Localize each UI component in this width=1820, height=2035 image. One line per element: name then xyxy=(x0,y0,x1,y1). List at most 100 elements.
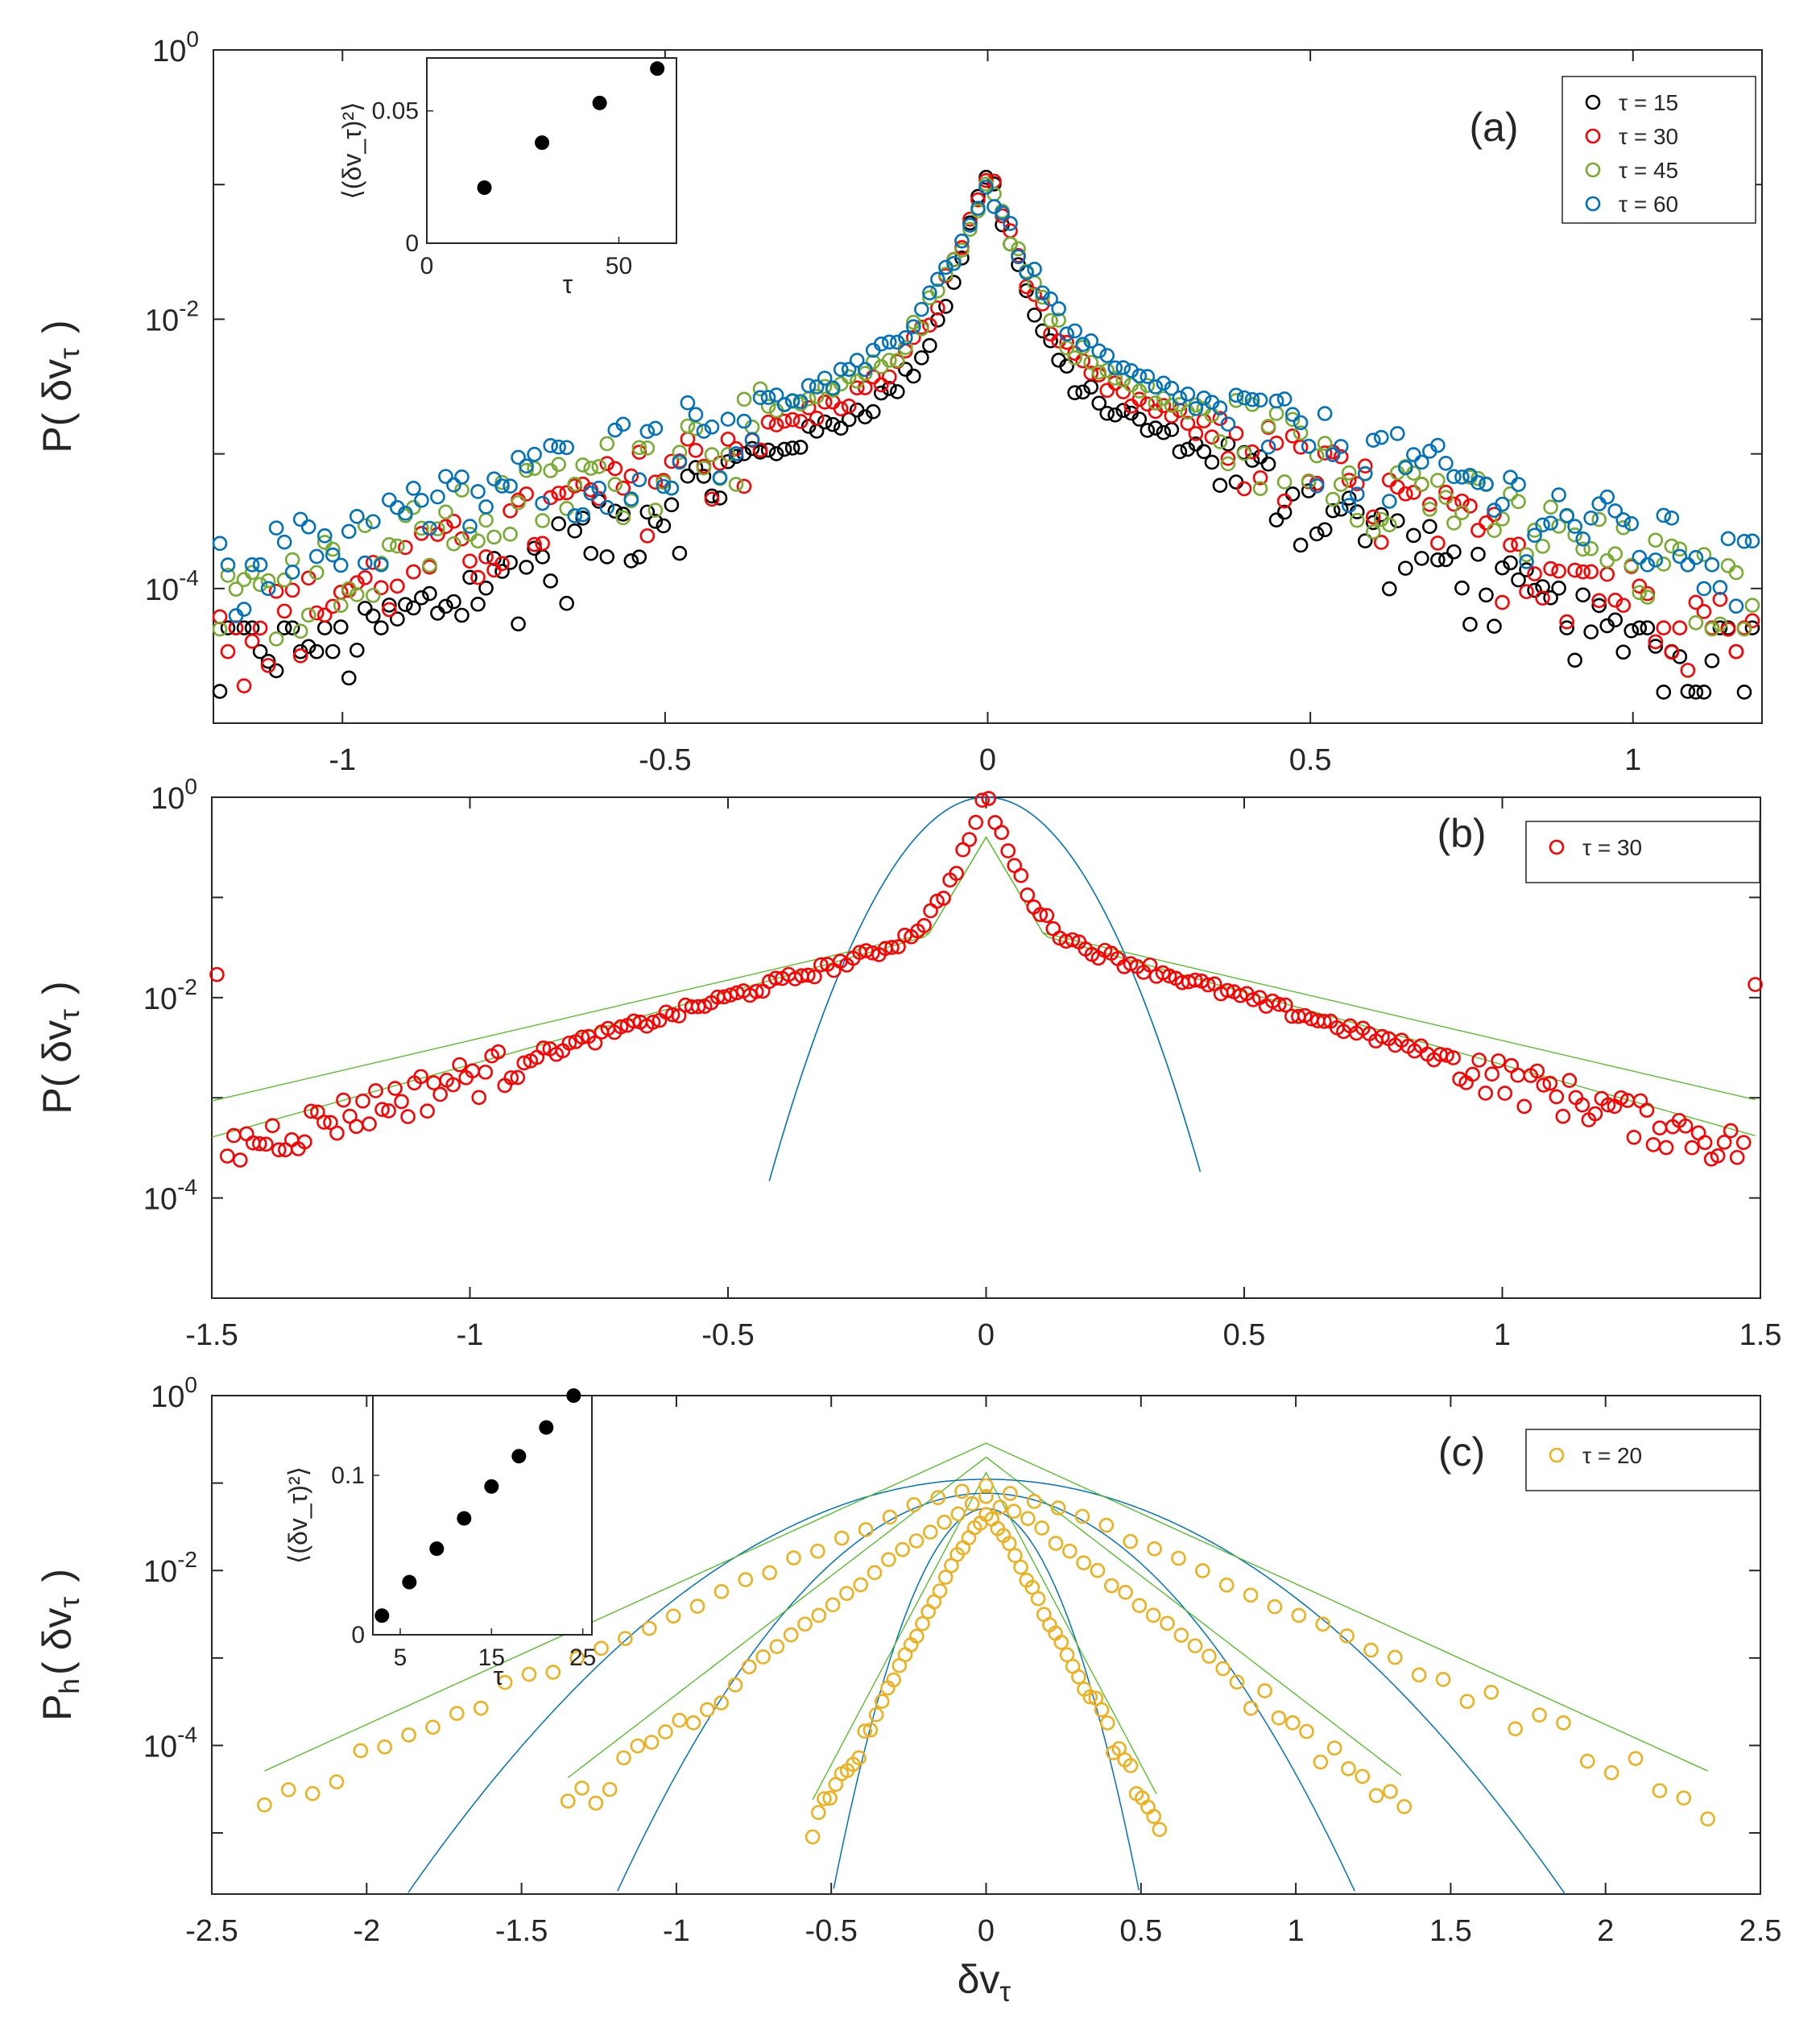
data-point xyxy=(922,317,937,333)
data-point xyxy=(1696,604,1712,619)
legend-entry: τ = 30 xyxy=(1582,835,1642,860)
data-point xyxy=(727,1677,743,1693)
data-point xyxy=(551,439,566,455)
data-point xyxy=(762,1565,777,1581)
inset-data-point xyxy=(457,1511,472,1526)
data-point xyxy=(446,477,461,493)
data-point xyxy=(1000,843,1016,858)
panel-label: (a) xyxy=(1469,105,1518,150)
data-point xyxy=(374,580,389,596)
data-point xyxy=(1672,649,1688,664)
data-point xyxy=(776,396,792,412)
data-point xyxy=(268,583,284,599)
data-point xyxy=(1519,554,1534,569)
data-point xyxy=(645,1015,661,1030)
data-point xyxy=(366,555,381,570)
data-point xyxy=(1212,434,1228,449)
data-point xyxy=(292,643,308,660)
inset-x-label: τ xyxy=(563,270,573,299)
data-point xyxy=(1575,531,1590,547)
data-point xyxy=(1446,469,1462,485)
data-point xyxy=(1511,536,1526,552)
data-point xyxy=(368,1083,383,1098)
data-point xyxy=(1497,1086,1513,1101)
data-point xyxy=(1422,497,1437,512)
data-point xyxy=(1720,531,1736,547)
data-point xyxy=(259,1136,274,1152)
data-point xyxy=(1026,1494,1042,1509)
data-point xyxy=(1389,479,1405,495)
data-point xyxy=(631,440,647,456)
data-point xyxy=(1511,477,1526,492)
data-point xyxy=(1479,515,1494,531)
data-point xyxy=(895,1541,910,1557)
data-point xyxy=(664,480,680,496)
data-point xyxy=(964,1496,980,1512)
data-point xyxy=(809,379,825,395)
data-point xyxy=(615,416,631,432)
data-point xyxy=(1728,565,1744,581)
data-point xyxy=(607,477,623,492)
inset-y-label: ⟨(δv_τ)²⟩ xyxy=(283,1466,312,1564)
data-point xyxy=(271,1142,287,1158)
data-point xyxy=(1172,444,1188,460)
data-point xyxy=(914,350,929,366)
data-point xyxy=(817,370,833,386)
data-point xyxy=(1519,547,1534,563)
data-point xyxy=(970,201,986,216)
data-point xyxy=(1341,473,1357,488)
data-point xyxy=(865,354,881,370)
data-point xyxy=(1744,533,1760,549)
data-point xyxy=(1147,1541,1162,1557)
gaussian-fit-curve xyxy=(768,796,1202,1181)
data-point xyxy=(1024,1579,1040,1595)
data-point xyxy=(292,623,308,639)
data-point xyxy=(494,564,510,579)
data-point xyxy=(916,918,932,933)
data-point xyxy=(712,469,728,486)
data-point xyxy=(1243,1701,1259,1716)
data-point xyxy=(1398,560,1413,576)
data-point xyxy=(1446,496,1462,512)
data-point xyxy=(882,334,897,350)
data-point xyxy=(1164,380,1180,396)
data-point xyxy=(1556,1715,1571,1731)
data-point xyxy=(1341,1761,1356,1776)
data-point xyxy=(260,658,276,673)
data-point xyxy=(377,1739,393,1755)
data-point xyxy=(1284,486,1301,502)
inset-x-tick-label: 25 xyxy=(569,1644,596,1671)
data-point xyxy=(744,432,760,448)
data-point xyxy=(1454,580,1470,596)
data-point xyxy=(672,454,688,470)
data-point xyxy=(685,1715,701,1731)
data-point xyxy=(1019,279,1034,295)
legend-marker xyxy=(1585,128,1601,144)
data-point xyxy=(1704,653,1720,668)
x-tick-label: 1.5 xyxy=(1739,1318,1782,1352)
data-point xyxy=(357,518,373,533)
data-point xyxy=(915,1615,930,1632)
data-point xyxy=(1516,1098,1533,1115)
data-point xyxy=(341,523,357,540)
data-point xyxy=(1333,439,1349,454)
data-point xyxy=(1276,474,1293,490)
data-point xyxy=(1099,1715,1115,1731)
data-point xyxy=(1430,552,1446,568)
data-point xyxy=(776,413,792,429)
data-point xyxy=(1293,439,1309,455)
data-point xyxy=(776,441,792,457)
data-point xyxy=(1260,456,1276,472)
data-point xyxy=(297,1134,312,1150)
data-point xyxy=(1591,511,1607,527)
data-point xyxy=(1156,424,1172,441)
data-point xyxy=(251,1135,267,1152)
data-point xyxy=(1309,526,1325,542)
x-tick-label: -1 xyxy=(329,743,356,777)
data-point xyxy=(1688,685,1704,700)
data-point xyxy=(954,1483,970,1499)
data-point xyxy=(276,620,292,635)
x-tick-label: -1 xyxy=(457,1318,484,1352)
data-point xyxy=(382,536,397,552)
data-point xyxy=(1365,509,1381,525)
